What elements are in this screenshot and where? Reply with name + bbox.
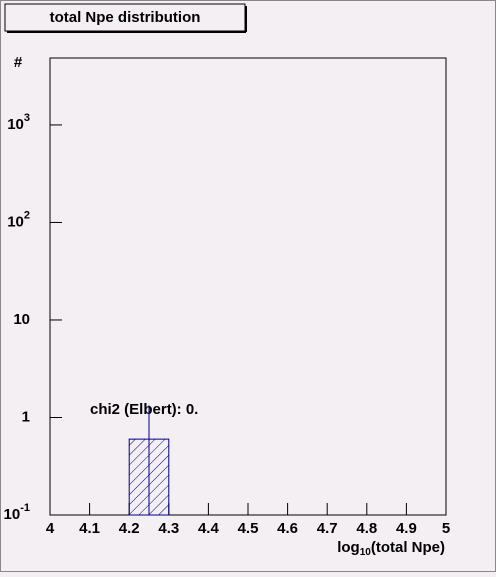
y-tick-exponent: 3 bbox=[24, 112, 30, 124]
y-tick-label: 1 bbox=[22, 408, 30, 425]
y-tick-label: 103 bbox=[7, 112, 30, 133]
y-tick-label: 102 bbox=[7, 209, 30, 230]
x-axis-label: log10(total Npe) bbox=[337, 539, 445, 558]
y-tick-exponent: 2 bbox=[24, 209, 30, 221]
y-tick-base: 10 bbox=[7, 213, 24, 230]
plot-frame bbox=[49, 57, 447, 516]
chart-title: total Npe distribution bbox=[50, 9, 201, 26]
x-tick-label: 5 bbox=[442, 520, 450, 537]
x-tick-label: 4.5 bbox=[238, 520, 259, 537]
x-tick-label: 4.1 bbox=[79, 520, 100, 537]
x-tick-label: 4.3 bbox=[158, 520, 179, 537]
y-tick-base: 10 bbox=[4, 506, 21, 523]
x-tick-label: 4.2 bbox=[119, 520, 140, 537]
x-tick-label: 4.7 bbox=[317, 520, 338, 537]
y-tick-base: 10 bbox=[7, 116, 24, 133]
annotation: chi2 (Elbert): 0. bbox=[90, 401, 198, 418]
x-tick-label: 4 bbox=[46, 520, 55, 537]
x-tick-label: 4.9 bbox=[396, 520, 417, 537]
x-tick-label: 4.4 bbox=[198, 520, 220, 537]
x-tick-label: 4.6 bbox=[277, 520, 298, 537]
x-label-prefix: log bbox=[337, 539, 360, 556]
x-label-suffix: (total Npe) bbox=[371, 539, 445, 556]
y-tick-exponent: -1 bbox=[20, 502, 30, 514]
y-axis-label: # bbox=[14, 54, 23, 71]
x-label-subscript: 10 bbox=[360, 547, 372, 558]
y-tick-label: 10 bbox=[13, 311, 30, 328]
title-box bbox=[4, 3, 246, 32]
x-tick-label: 4.8 bbox=[356, 520, 377, 537]
y-tick-label: 10-1 bbox=[4, 502, 30, 523]
